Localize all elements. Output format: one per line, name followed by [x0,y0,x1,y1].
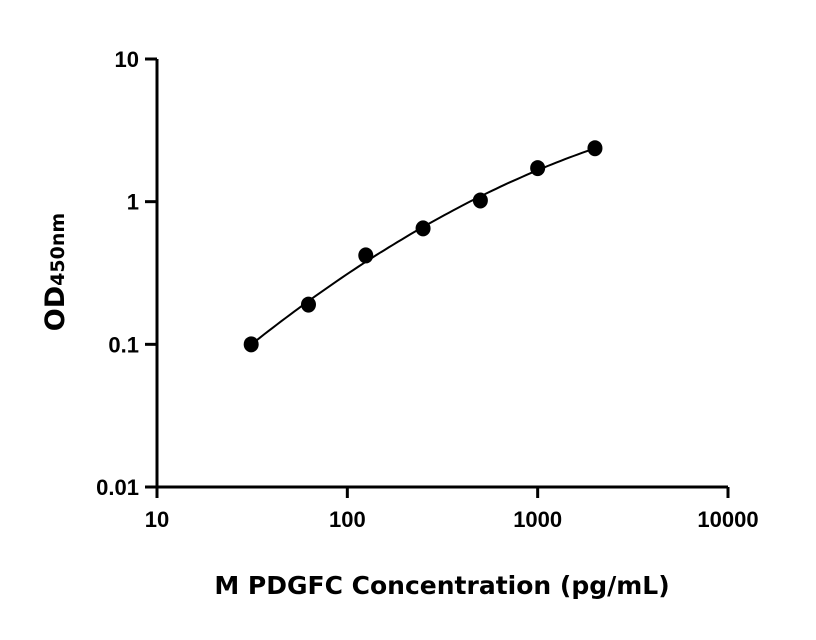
data-point [472,192,488,209]
y-axis-label: OD450nm [40,213,71,331]
y-tick-label: 1 [127,190,139,215]
y-axis-label-main: OD [40,286,71,331]
data-points [243,140,603,353]
fit-curve-group [250,147,596,346]
data-point [300,296,316,313]
y-tick-label: 0.1 [108,332,139,357]
data-point [358,247,374,264]
svg-text:OD450nm: OD450nm [40,213,71,331]
data-point [243,336,259,353]
x-tick-label: 1000 [513,507,562,532]
y-tick-label: 10 [115,47,139,72]
x-tick-label: 10000 [697,507,758,532]
y-tick-label: 0.01 [96,475,139,500]
x-tick-label: 100 [329,507,366,532]
data-point [587,140,603,157]
axes: 10 100 1000 10000 0.01 0.1 1 10 [96,47,758,532]
data-point [530,160,546,177]
y-axis-label-subscript: 450nm [47,213,69,286]
x-axis-label: M PDGFC Concentration (pg/mL) [214,571,669,600]
fit-curve [250,147,596,346]
x-tick-label: 10 [145,507,169,532]
data-point [415,220,431,237]
